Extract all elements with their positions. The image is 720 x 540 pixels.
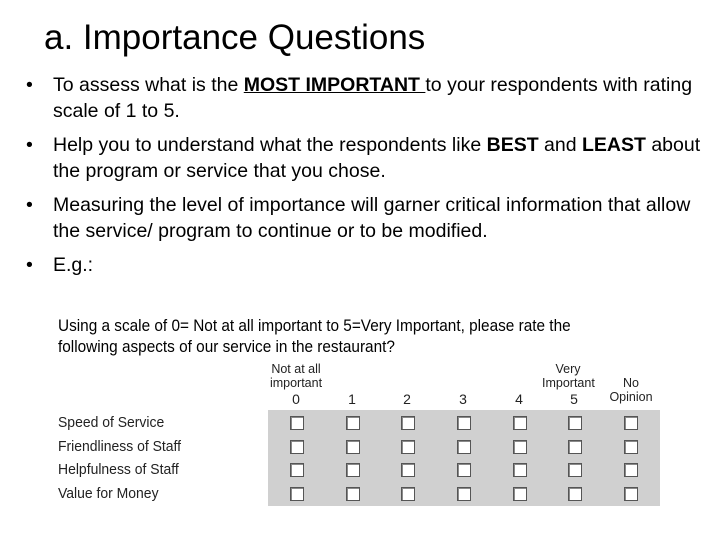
scale-label-line: Very	[555, 362, 581, 376]
rating-checkbox[interactable]	[290, 487, 304, 501]
bullet-text: E.g.:	[53, 254, 94, 276]
rating-checkbox[interactable]	[624, 487, 638, 501]
rating-checkbox[interactable]	[513, 463, 527, 477]
scale-label-line: Opinion	[609, 390, 653, 404]
rating-checkbox[interactable]	[457, 487, 471, 501]
bullet-dot: •	[26, 134, 33, 156]
rating-checkbox[interactable]	[568, 416, 582, 430]
bullet-item: • Help you to understand what the respond…	[26, 132, 706, 184]
bullet-item: • E.g.:	[26, 252, 706, 278]
scale-number: 1	[348, 391, 356, 407]
scale-number: 3	[459, 391, 467, 407]
survey-example: Using a scale of 0= Not at all important…	[58, 316, 678, 506]
rating-checkbox[interactable]	[346, 463, 360, 477]
bullet-dot: •	[26, 74, 33, 96]
slide-title: a. Importance Questions	[44, 18, 426, 57]
rating-checkbox[interactable]	[624, 463, 638, 477]
scale-number: 4	[515, 391, 523, 407]
scale-label-line: Important	[542, 376, 595, 390]
rating-checkbox[interactable]	[624, 440, 638, 454]
rating-checkbox[interactable]	[401, 416, 415, 430]
bullet-text: Help you to understand what the responde…	[53, 134, 487, 156]
scale-label-low: Not at all important	[264, 362, 328, 390]
scale-number: 5	[570, 391, 578, 407]
rating-checkbox[interactable]	[457, 416, 471, 430]
scale-label-high: Very Important	[542, 362, 595, 390]
bullet-text: about the program or service that you ch…	[53, 134, 701, 182]
survey-question-line: Using a scale of 0= Not at all important…	[58, 317, 571, 335]
bullet-item: • To assess what is the MOST IMPORTANT to…	[26, 72, 706, 124]
survey-question-line: following aspects of our service in the …	[58, 338, 395, 356]
bullet-text: to your respondents with rating scale of…	[53, 74, 693, 122]
bullet-text: and	[538, 134, 582, 156]
rating-checkbox[interactable]	[346, 416, 360, 430]
bullet-text: To assess what is the	[53, 74, 244, 96]
row-label: Speed of Service	[58, 414, 165, 431]
rating-checkbox[interactable]	[624, 416, 638, 430]
bullet-item: • Measuring the level of importance will …	[26, 192, 706, 244]
bullet-emphasis: BEST	[486, 134, 539, 156]
rating-checkbox[interactable]	[290, 416, 304, 430]
scale-label-line: Not at all	[271, 362, 321, 376]
rating-checkbox[interactable]	[568, 487, 582, 501]
row-label: Helpfulness of Staff	[58, 461, 179, 478]
scale-number: 0	[292, 391, 300, 407]
scale-label-no-opinion: No Opinion	[606, 376, 656, 404]
scale-label-line: No	[623, 376, 639, 390]
rating-checkbox[interactable]	[513, 440, 527, 454]
bullet-emphasis: LEAST	[582, 134, 646, 156]
bullet-text: Measuring the level of importance will g…	[53, 194, 691, 242]
bullet-dot: •	[26, 254, 33, 276]
bullet-dot: •	[26, 194, 33, 216]
rating-checkbox[interactable]	[290, 440, 304, 454]
rating-checkbox[interactable]	[401, 487, 415, 501]
bullet-list: • To assess what is the MOST IMPORTANT to…	[26, 72, 706, 278]
rating-checkbox[interactable]	[346, 487, 360, 501]
scale-label-line: important	[269, 376, 323, 390]
scale-header: Not at all important Very Important No O…	[58, 362, 678, 410]
rating-checkbox[interactable]	[457, 463, 471, 477]
rating-checkbox[interactable]	[568, 440, 582, 454]
rating-checkbox[interactable]	[346, 440, 360, 454]
rating-checkbox[interactable]	[401, 463, 415, 477]
rating-checkbox[interactable]	[457, 440, 471, 454]
rating-checkbox[interactable]	[568, 463, 582, 477]
row-label: Value for Money	[58, 485, 159, 502]
rating-checkbox[interactable]	[290, 463, 304, 477]
rating-checkbox[interactable]	[513, 416, 527, 430]
rating-checkbox[interactable]	[513, 487, 527, 501]
rating-checkbox[interactable]	[401, 440, 415, 454]
survey-question: Using a scale of 0= Not at all important…	[58, 316, 635, 358]
scale-number: 2	[403, 391, 411, 407]
row-label: Friendliness of Staff	[58, 438, 182, 455]
bullet-emphasis: MOST IMPORTANT	[243, 74, 426, 96]
